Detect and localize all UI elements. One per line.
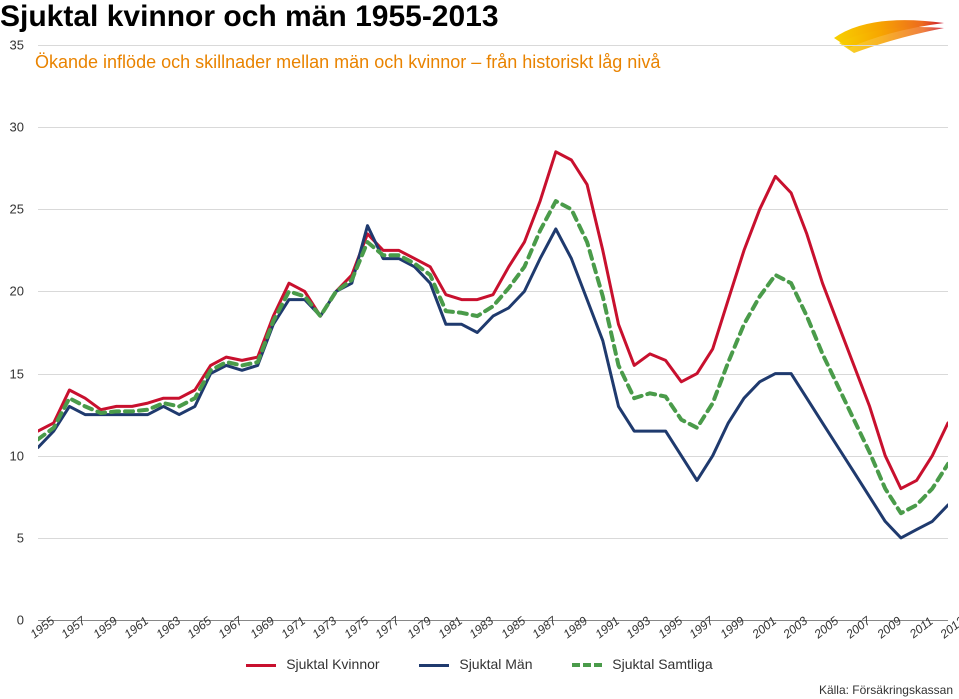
legend-item-man: Sjuktal Män: [419, 656, 532, 672]
legend-swatch-kvinnor: [246, 664, 276, 667]
source-text: Källa: Försäkringskassan: [819, 683, 953, 697]
y-tick: 5: [0, 530, 24, 545]
legend-label: Sjuktal Män: [459, 656, 532, 672]
y-tick: 20: [0, 284, 24, 299]
chart-page: { "title": "Sjuktal kvinnor och män 1955…: [0, 0, 959, 699]
y-tick: 10: [0, 448, 24, 463]
series-1: [38, 226, 948, 538]
y-tick: 25: [0, 202, 24, 217]
legend-label: Sjuktal Kvinnor: [286, 656, 379, 672]
y-tick: 30: [0, 120, 24, 135]
legend-item-samtliga: Sjuktal Samtliga: [572, 656, 712, 672]
y-tick: 35: [0, 38, 24, 53]
legend-swatch-samtliga: [572, 663, 602, 667]
legend-swatch-man: [419, 664, 449, 667]
series-0: [38, 152, 948, 489]
line-chart: [38, 45, 948, 620]
legend-label: Sjuktal Samtliga: [612, 656, 712, 672]
page-title: Sjuktal kvinnor och män 1955-2013: [0, 0, 499, 34]
y-tick: 0: [0, 613, 24, 628]
y-tick: 15: [0, 366, 24, 381]
legend-item-kvinnor: Sjuktal Kvinnor: [246, 656, 379, 672]
legend: Sjuktal Kvinnor Sjuktal Män Sjuktal Samt…: [0, 656, 959, 672]
